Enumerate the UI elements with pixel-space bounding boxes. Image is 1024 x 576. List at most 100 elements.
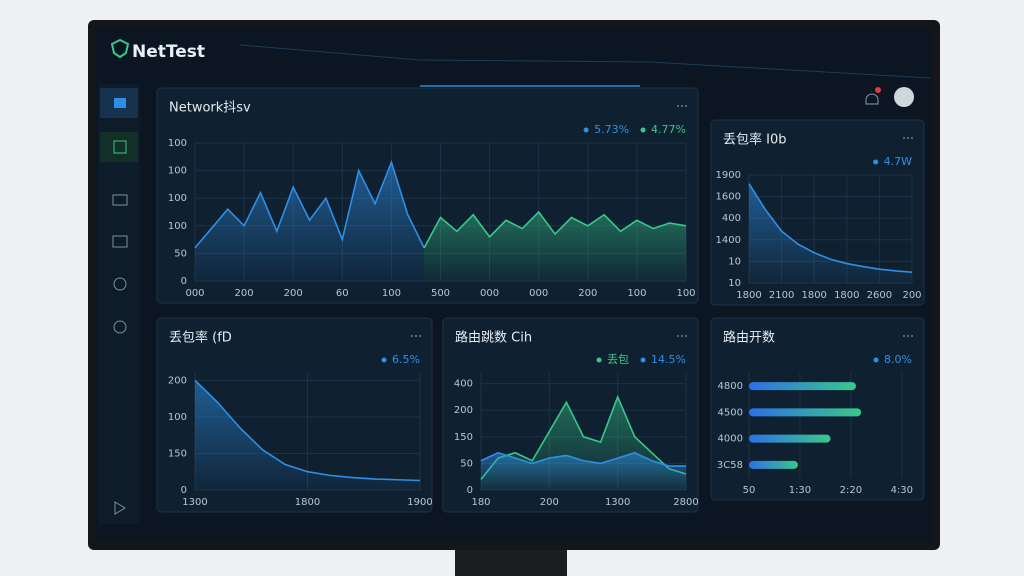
x-tick-label: 100 (627, 288, 646, 299)
menu-dot (911, 137, 913, 139)
line (194, 159, 425, 249)
menu-dot (903, 137, 905, 139)
home-icon (114, 98, 126, 108)
header-decor (239, 44, 931, 79)
x-tick-label: 2800 (673, 497, 698, 508)
x-tick-label: 200 (235, 288, 254, 299)
y-tick-label: 400 (454, 379, 473, 390)
brand: NetTest (132, 42, 205, 62)
y-tick-label: 4000 (718, 434, 743, 445)
menu-dot (681, 105, 683, 107)
x-tick-label: 1300 (605, 497, 630, 508)
nav-check[interactable] (113, 277, 127, 291)
x-tick-label: 1300 (182, 497, 207, 508)
line (480, 451, 686, 467)
y-tick-label: 0 (181, 276, 187, 287)
panel-title: 路由开数 (723, 330, 775, 346)
x-tick-label: 100 (676, 288, 695, 299)
area (195, 162, 425, 281)
line (480, 394, 687, 480)
avatar[interactable] (894, 87, 914, 107)
legend-label: 14.5% (651, 353, 686, 366)
x-tick-label: 000 (185, 288, 204, 299)
menu-dot (677, 105, 679, 107)
bar (749, 408, 862, 417)
menu-dot (685, 105, 687, 107)
bar (749, 382, 856, 391)
menu-dot (685, 335, 687, 337)
x-tick-label: 200 (578, 288, 597, 299)
legend-label: 4.7W (884, 155, 912, 168)
y-tick-label: 150 (454, 432, 473, 443)
panel-title: 丢包率 I0b (723, 132, 787, 148)
y-tick-label: 0 (181, 485, 187, 496)
reports-icon (113, 140, 127, 154)
y-tick-label: 50 (174, 248, 187, 259)
y-tick-label: 10 (728, 256, 741, 267)
x-tick-label: 100 (382, 288, 401, 299)
nav-files[interactable] (112, 235, 128, 248)
y-tick-label: 3C58 (717, 460, 743, 471)
x-tick-label: 1900 (407, 497, 432, 508)
y-tick-label: 1600 (716, 192, 741, 203)
bell-icon[interactable] (865, 93, 879, 105)
x-tick-label: 2600 (867, 290, 892, 301)
x-tick-label: 000 (480, 288, 499, 299)
y-tick-label: 100 (168, 221, 187, 232)
legend-label: 5.73% (594, 123, 629, 136)
y-tick-label: 100 (168, 412, 187, 423)
x-tick-label: 1800 (834, 290, 859, 301)
menu-dot (907, 335, 909, 337)
x-tick-label: 50 (743, 485, 756, 496)
x-tick-label: 180 (471, 497, 490, 508)
menu-dot (681, 335, 683, 337)
logo (110, 38, 130, 59)
legend-marker (381, 357, 387, 363)
x-tick-label: 200 (284, 288, 303, 299)
panel-title: 丢包率 (fD (169, 330, 232, 346)
legend-label: 6.5% (392, 353, 420, 366)
y-tick-label: 400 (722, 213, 741, 224)
menu-dot (911, 335, 913, 337)
legend-marker (873, 159, 879, 165)
menu-dot (411, 335, 413, 337)
legend-marker (873, 357, 879, 363)
nav-reports[interactable] (100, 132, 138, 162)
panel-title: 路由跳数 Cih (455, 330, 532, 346)
x-tick-label: 1800 (295, 497, 320, 508)
y-tick-label: 50 (460, 458, 473, 469)
line (423, 210, 687, 249)
x-tick-label: 000 (529, 288, 548, 299)
x-tick-label: 2100 (769, 290, 794, 301)
legend-marker (640, 357, 646, 363)
x-tick-label: 2:20 (840, 485, 862, 496)
bar (749, 434, 831, 443)
legend-marker (596, 357, 602, 363)
nav-play[interactable] (114, 501, 126, 515)
menu-dot (903, 335, 905, 337)
legend-label: 8.0% (884, 353, 912, 366)
area (424, 212, 686, 281)
menu-dot (677, 335, 679, 337)
x-tick-label: 200 (902, 290, 921, 301)
y-tick-label: 4500 (718, 407, 743, 418)
menu-dot (907, 137, 909, 139)
area (749, 183, 912, 283)
x-tick-label: 1:30 (789, 485, 811, 496)
x-tick-label: 200 (540, 497, 559, 508)
area (195, 380, 420, 490)
y-tick-label: 4800 (718, 381, 743, 392)
notification-dot (875, 87, 881, 93)
nav-stats[interactable] (112, 194, 128, 206)
y-tick-label: 10 (728, 278, 741, 289)
line (748, 183, 913, 273)
x-tick-label: 500 (431, 288, 450, 299)
y-tick-label: 100 (168, 193, 187, 204)
menu-dot (419, 335, 421, 337)
legend-label: 4.77% (651, 123, 686, 136)
panel-title: Network抖sv (169, 101, 251, 116)
y-tick-label: 150 (168, 448, 187, 459)
nav-settings[interactable] (113, 320, 127, 334)
y-tick-label: 200 (454, 405, 473, 416)
